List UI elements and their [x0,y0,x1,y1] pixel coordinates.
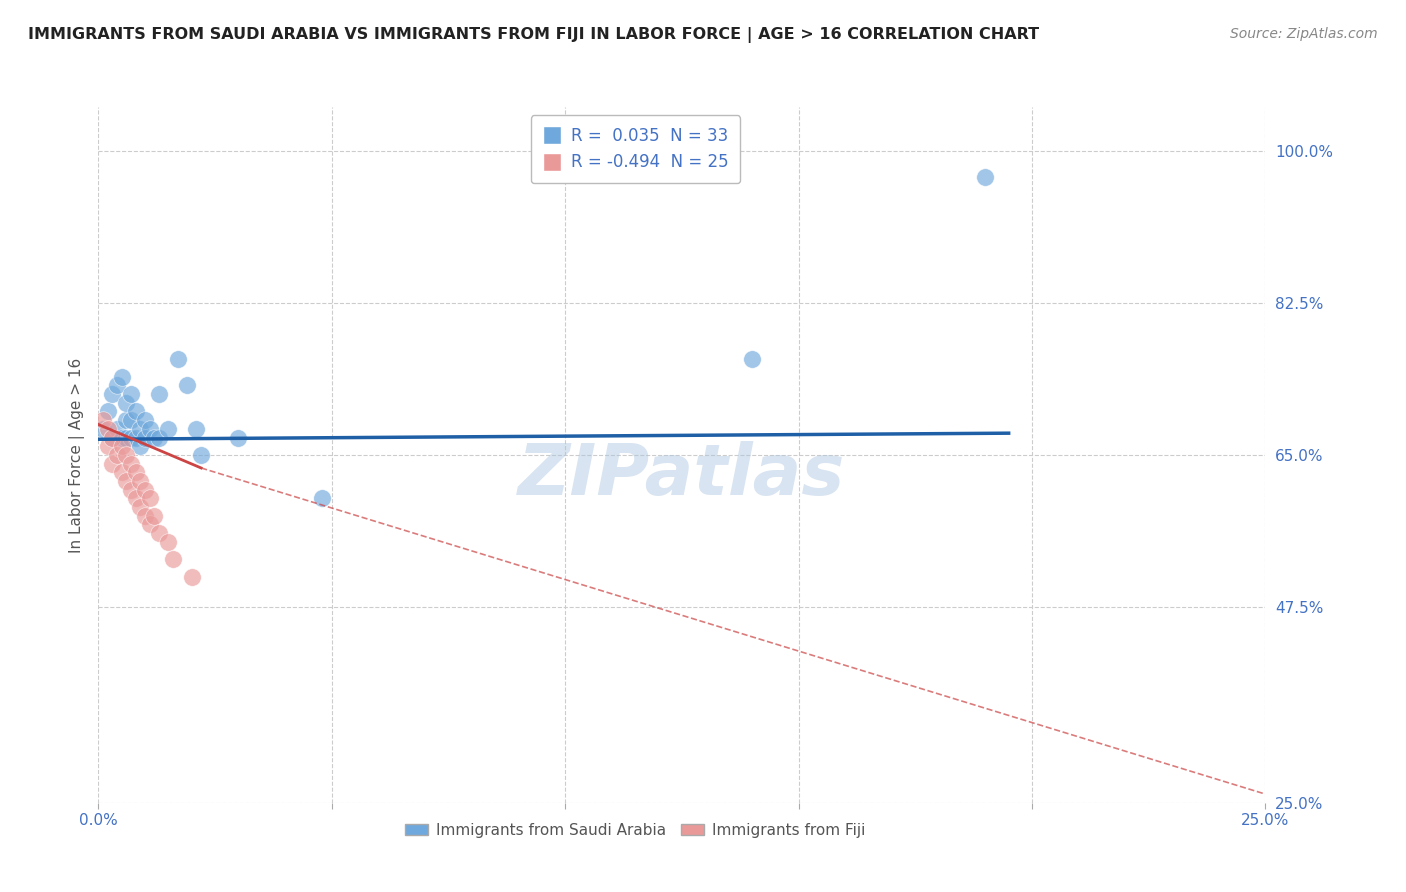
Point [115,396,138,410]
Point [105,378,128,392]
Point [157,422,180,436]
Point [186,422,208,436]
Point [120,457,142,471]
Point [91,413,114,427]
Point [190,448,212,462]
Point [129,422,152,436]
Point [228,430,250,444]
Point [162,552,184,566]
Point [148,387,170,401]
Point [91,422,114,436]
Point [120,413,142,427]
Point [143,430,166,444]
Point [176,378,198,392]
Point [157,534,180,549]
Point [311,491,333,506]
Point [129,500,152,514]
Point [111,439,134,453]
Point [134,430,156,444]
Point [111,466,134,480]
Legend: Immigrants from Saudi Arabia, Immigrants from Fiji: Immigrants from Saudi Arabia, Immigrants… [399,817,872,844]
Text: ZIPatlas: ZIPatlas [519,442,845,510]
Point [101,430,124,444]
Point [105,448,128,462]
Point [148,526,170,541]
Point [115,430,138,444]
Point [105,422,128,436]
Point [120,387,142,401]
Point [139,422,162,436]
Point [115,474,138,488]
Point [97,439,120,453]
Point [111,430,134,444]
Point [125,491,148,506]
Point [125,466,148,480]
Point [125,404,148,418]
Text: IMMIGRANTS FROM SAUDI ARABIA VS IMMIGRANTS FROM FIJI IN LABOR FORCE | AGE > 16 C: IMMIGRANTS FROM SAUDI ARABIA VS IMMIGRAN… [28,27,1039,43]
Point [101,387,124,401]
Point [180,570,202,584]
Point [111,369,134,384]
Point [741,352,763,367]
Point [134,413,156,427]
Point [148,430,170,444]
Point [139,491,162,506]
Point [143,508,166,523]
Point [97,404,120,418]
Point [134,483,156,497]
Point [97,422,120,436]
Point [101,457,124,471]
Point [129,439,152,453]
Point [115,448,138,462]
Point [974,169,997,184]
Point [139,517,162,532]
Point [125,430,148,444]
Y-axis label: In Labor Force | Age > 16: In Labor Force | Age > 16 [69,358,84,552]
Point [101,430,124,444]
Point [134,508,156,523]
Point [120,483,142,497]
Point [120,430,142,444]
Point [166,352,188,367]
Point [129,474,152,488]
Point [115,413,138,427]
Text: Source: ZipAtlas.com: Source: ZipAtlas.com [1230,27,1378,41]
